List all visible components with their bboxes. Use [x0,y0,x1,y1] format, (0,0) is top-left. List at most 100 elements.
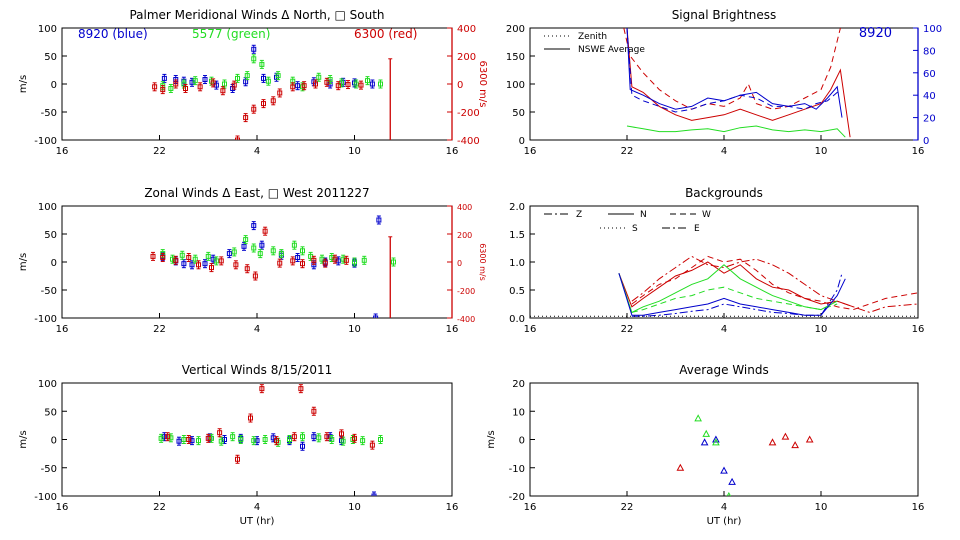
y-tick-label: -10 [509,464,525,475]
y2-tick-label: 0 [457,80,463,91]
x-tick-label: 4 [721,324,727,335]
square-marker [360,438,366,444]
data-point-6300 [186,253,192,263]
series-line-blue-solid [618,273,846,316]
data-point-5577 [231,247,237,257]
data-point-5577 [300,432,305,442]
x-tick-label: 22 [621,324,634,335]
square-marker [152,84,158,90]
y-axis-label: m/s [486,430,497,448]
triangle-marker [702,429,711,437]
data-point-6300 [197,82,203,92]
square-marker [300,434,305,440]
data-point-8920 [261,73,266,83]
y-tick-label: 1.0 [509,258,525,269]
data-point-8920 [176,436,182,446]
data-point-8920 [728,477,736,485]
data-point-5577 [265,76,271,86]
data-point-8920 [189,436,195,446]
series-line-green-solid [618,264,838,314]
triangle-marker [781,432,790,440]
square-marker [316,435,322,441]
legend-zenith: Zenith [578,32,607,42]
square-marker [160,87,166,93]
square-marker [262,228,268,234]
square-marker [340,256,346,262]
square-marker [254,438,260,444]
data-point-6300 [196,260,201,270]
square-marker [291,434,297,440]
y2-tick-label: 60 [923,69,936,80]
y-tick-label: 0 [51,258,57,269]
x-tick-label: 16 [912,502,925,513]
square-marker [335,83,341,89]
data-layer [623,28,851,138]
x-tick-label: 16 [524,324,537,335]
y-tick-label: 0.5 [509,286,525,297]
square-marker [230,434,236,440]
y2-tick-label: -200 [457,108,480,119]
square-marker [275,73,281,79]
data-point-6300 [324,77,330,87]
x-tick-label: 10 [815,146,828,157]
data-point-8920 [202,259,208,269]
data-point-6300 [160,253,166,263]
square-marker [165,434,171,440]
square-marker [340,438,346,444]
series-line-green-dash [631,286,838,313]
x-tick-label: 22 [153,146,166,157]
data-layer [676,414,814,496]
square-marker [324,434,330,440]
data-point-6300 [186,435,192,444]
square-marker [161,75,167,81]
square-marker [352,435,357,441]
data-point-8920 [700,438,709,446]
y-tick-label: 50 [512,108,525,119]
data-point-8920 [251,221,257,231]
x-tick-label: 16 [524,146,537,157]
data-point-5577 [192,76,198,86]
y-tick-label: 1.5 [509,230,525,241]
square-marker [376,217,382,223]
x-tick-label: 22 [153,324,166,335]
data-layer [158,384,383,496]
data-point-6300 [183,83,188,93]
square-marker [168,85,174,91]
square-marker [300,443,305,449]
square-marker [369,81,375,87]
y2-tick-label: 100 [923,24,942,35]
data-point-6300 [313,79,318,89]
data-point-5577 [287,435,292,444]
square-marker [209,435,214,441]
data-point-6300 [274,436,279,446]
square-marker [259,61,265,67]
square-marker [277,90,283,96]
legend-E: E [694,224,700,234]
data-point-6300 [300,259,305,269]
square-marker [287,437,292,442]
data-point-5577 [316,433,322,443]
data-point-6300 [322,258,328,268]
data-point-6300 [205,433,211,443]
data-point-5577 [257,249,263,259]
data-point-5577 [694,414,702,422]
y-tick-label: 200 [506,24,525,35]
square-marker [259,242,265,248]
data-point-5577 [168,433,174,443]
x-tick-label: 4 [254,502,260,513]
data-point-5577 [702,429,711,437]
series-line-red-solid [618,261,854,308]
square-marker [378,437,383,442]
square-marker [210,80,216,86]
square-marker [248,415,253,421]
x-tick-label: 22 [621,146,634,157]
x-tick-label: 16 [446,324,459,335]
y2-tick-label: 80 [923,46,936,57]
square-marker [378,81,383,87]
data-point-5577 [291,240,297,250]
data-point-5577 [316,72,322,82]
data-point-5577 [270,246,276,256]
triangle-marker [712,435,720,443]
y2-axis-label: 6300 m/s [477,61,488,108]
